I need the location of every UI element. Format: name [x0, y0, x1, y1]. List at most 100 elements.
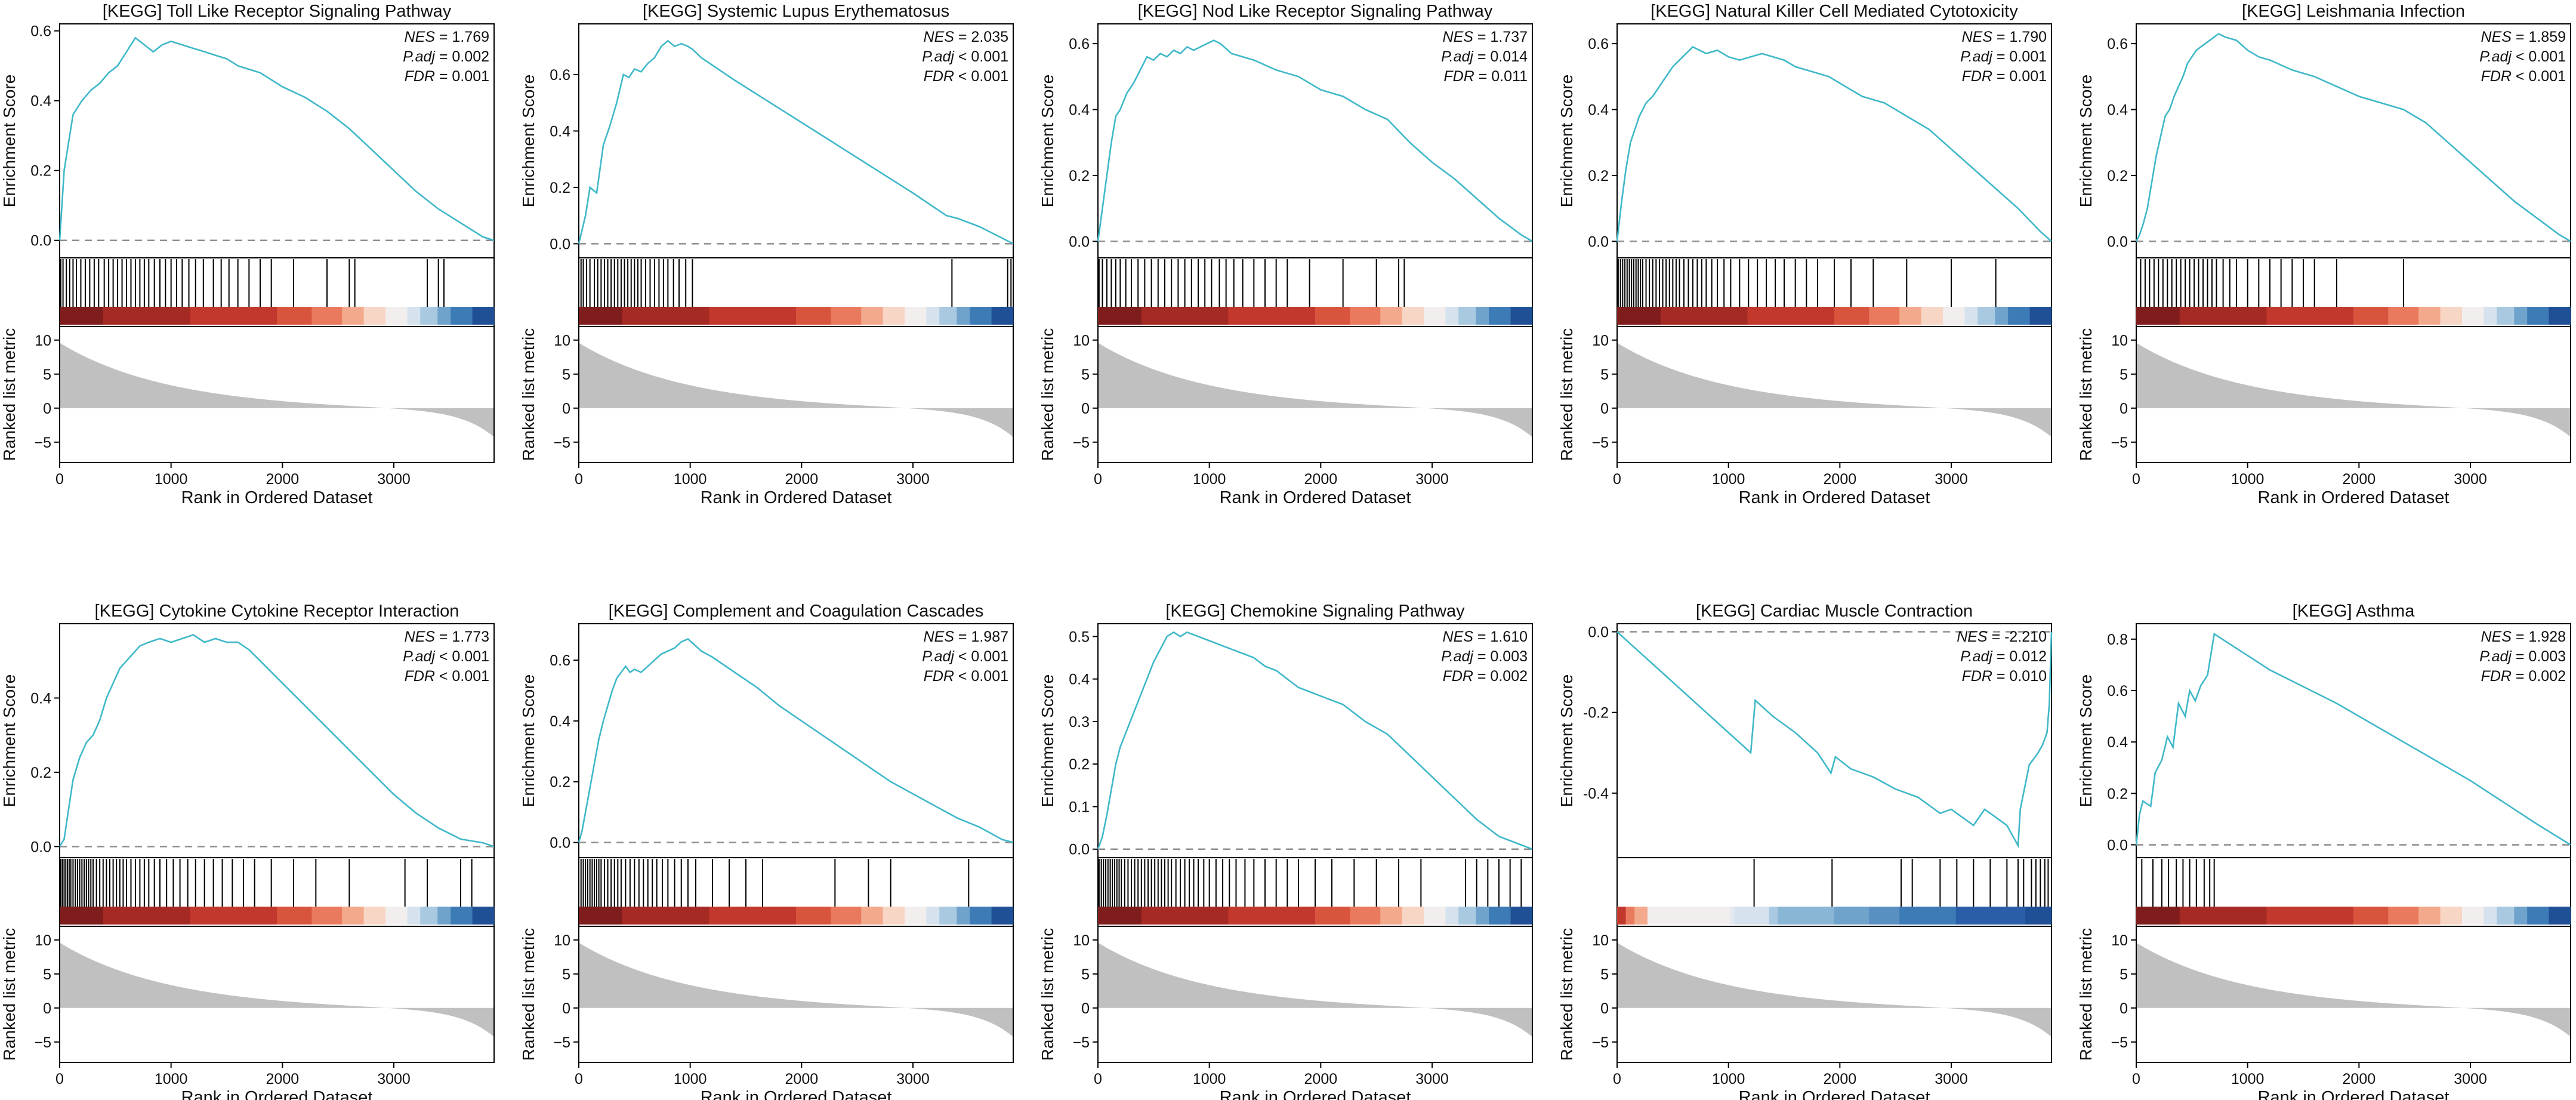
xtick-label: 3000 — [2454, 471, 2487, 488]
x-axis-label: Rank in Ordered Dataset — [181, 488, 373, 507]
heat-bar-segment — [1228, 907, 1316, 925]
heat-bar-segment — [1445, 307, 1459, 325]
metric-ytick-label: 10 — [1592, 932, 1609, 949]
es-ytick-label: 0.2 — [2107, 785, 2128, 802]
heat-bar-segment — [2462, 907, 2484, 925]
stat-line-3: FDR = 0.002 — [2481, 668, 2566, 685]
ranked-metric-area — [1617, 942, 2051, 1037]
heat-bar-segment — [579, 307, 623, 325]
stat-name: P.adj — [1441, 648, 1477, 665]
heat-bar-segment — [957, 907, 970, 925]
stat-value: = 1.987 — [958, 628, 1008, 645]
stat-value: = 1.769 — [439, 29, 489, 45]
heat-bar-segment — [2136, 307, 2180, 325]
es-axis-label: Enrichment Score — [1038, 75, 1057, 208]
x-axis-label: Rank in Ordered Dataset — [701, 1088, 892, 1100]
es-ytick-label: 0.6 — [1069, 36, 1090, 53]
xtick-label: 0 — [2132, 1071, 2140, 1087]
heat-bar-segment — [1445, 907, 1459, 925]
xtick-label: 0 — [575, 471, 583, 488]
heat-bar-segment — [1899, 907, 1957, 925]
es-ytick-label: 0.0 — [2107, 837, 2128, 853]
stat-name: NES — [2481, 29, 2516, 45]
enrichment-score-line — [578, 637, 1014, 843]
heat-bar-segment — [831, 307, 862, 325]
metric-ytick-label: 10 — [2111, 332, 2128, 349]
heat-bar-segment — [709, 307, 797, 325]
heat-bar-segment — [883, 907, 905, 925]
metric-ytick-label: 0 — [1600, 1000, 1609, 1017]
xtick-label: 3000 — [1415, 471, 1449, 488]
gsea-panel-2: [KEGG] Systemic Lupus Erythematosus 0.0 0.… — [519, 2, 1014, 507]
heat-bar-segment — [277, 907, 312, 925]
heat-bar-segment — [420, 307, 438, 325]
enrichment-score-line — [1616, 631, 2053, 849]
gsea-panel-3: [KEGG] Nod Like Receptor Signaling Pathw… — [1038, 2, 1533, 507]
metric-ytick-label: 10 — [2111, 932, 2128, 949]
xtick-label: 2000 — [1304, 471, 1338, 488]
heat-bar-segment — [2136, 907, 2180, 925]
heat-bar-segment — [2440, 907, 2463, 925]
metric-axis-label: Ranked list metric — [0, 328, 18, 461]
heat-bar-segment — [2353, 307, 2389, 325]
metric-ytick-label: −5 — [2111, 435, 2128, 451]
metric-ytick-label: 10 — [1592, 332, 1609, 349]
stat-line-1: NES = 1.610 — [1443, 628, 1528, 645]
metric-plot-frame — [59, 926, 495, 1063]
stat-name: FDR — [2481, 668, 2516, 685]
metric-axis-label: Ranked list metric — [2077, 328, 2095, 461]
gsea-panel-9: [KEGG] Cardiac Muscle Contraction 0.0 -0.2… — [1557, 602, 2053, 1100]
heat-bar-segment — [1141, 307, 1229, 325]
stat-line-1: NES = 1.769 — [405, 29, 489, 45]
es-ytick-label: 0.2 — [2107, 168, 2128, 184]
metric-ytick-label: −5 — [1591, 1034, 1609, 1051]
metric-plot-frame — [1616, 326, 2052, 463]
metric-ytick-label: 10 — [1073, 332, 1090, 349]
metric-ytick-label: 10 — [554, 932, 570, 949]
metric-axis-label: Ranked list metric — [1038, 328, 1057, 461]
heat-bar-segment — [451, 307, 473, 325]
xtick-label: 2000 — [785, 1071, 819, 1087]
heat-bar-segment — [2484, 307, 2497, 325]
heat-bar-segment — [342, 307, 365, 325]
heat-bar-segment — [1380, 307, 1403, 325]
enrichment-score-line — [2135, 33, 2571, 242]
gsea-panel-6: [KEGG] Cytokine Cytokine Receptor Intera… — [0, 602, 495, 1100]
stat-name: NES — [1962, 29, 1997, 45]
stat-value: = 1.610 — [1477, 628, 1528, 645]
heat-bar-segment — [385, 307, 408, 325]
xtick-label: 0 — [575, 1071, 583, 1087]
xtick-label: 2000 — [1824, 1071, 1857, 1087]
stat-line-1: NES = 1.790 — [1962, 29, 2047, 45]
heat-bar-segment — [1315, 907, 1350, 925]
es-ytick-label: 0.5 — [1069, 628, 1090, 645]
metric-plot-frame — [578, 326, 1014, 463]
heat-bar-segment — [796, 307, 831, 325]
heat-bar-segment — [2549, 907, 2571, 925]
heat-bar-segment — [1617, 907, 1627, 925]
heat-bar-segment — [2179, 907, 2267, 925]
xtick-label: 0 — [1094, 471, 1102, 488]
heat-bar-segment — [190, 307, 277, 325]
es-ytick-label: 0.2 — [1069, 168, 1090, 184]
metric-ytick-label: −5 — [553, 435, 570, 451]
stat-line-3: FDR = 0.011 — [1443, 68, 1528, 85]
stat-line-3: FDR = 0.002 — [1443, 668, 1528, 685]
heat-bar-segment — [1510, 307, 1533, 325]
heat-bar-segment — [2514, 307, 2528, 325]
heat-bar-segment — [1424, 307, 1446, 325]
xtick-label: 3000 — [1935, 1071, 1968, 1087]
stat-value: = 0.003 — [1477, 648, 1528, 665]
heat-bar-segment — [2462, 307, 2484, 325]
xtick-label: 1000 — [674, 471, 707, 488]
es-ytick-label: 0.4 — [1069, 671, 1090, 688]
xtick-label: 3000 — [377, 1071, 411, 1087]
heat-bar-segment — [1634, 907, 1648, 925]
es-ytick-label: 0.1 — [1069, 799, 1090, 815]
gsea-panel-4: [KEGG] Natural Killer Cell Mediated Cyto… — [1557, 2, 2052, 507]
xtick-label: 1000 — [1712, 471, 1745, 488]
stat-line-2: P.adj = 0.001 — [1960, 48, 2047, 65]
metric-ytick-label: 10 — [35, 332, 51, 349]
stat-value: = 0.001 — [1997, 48, 2047, 65]
enrichment-score-line — [1097, 631, 1533, 850]
